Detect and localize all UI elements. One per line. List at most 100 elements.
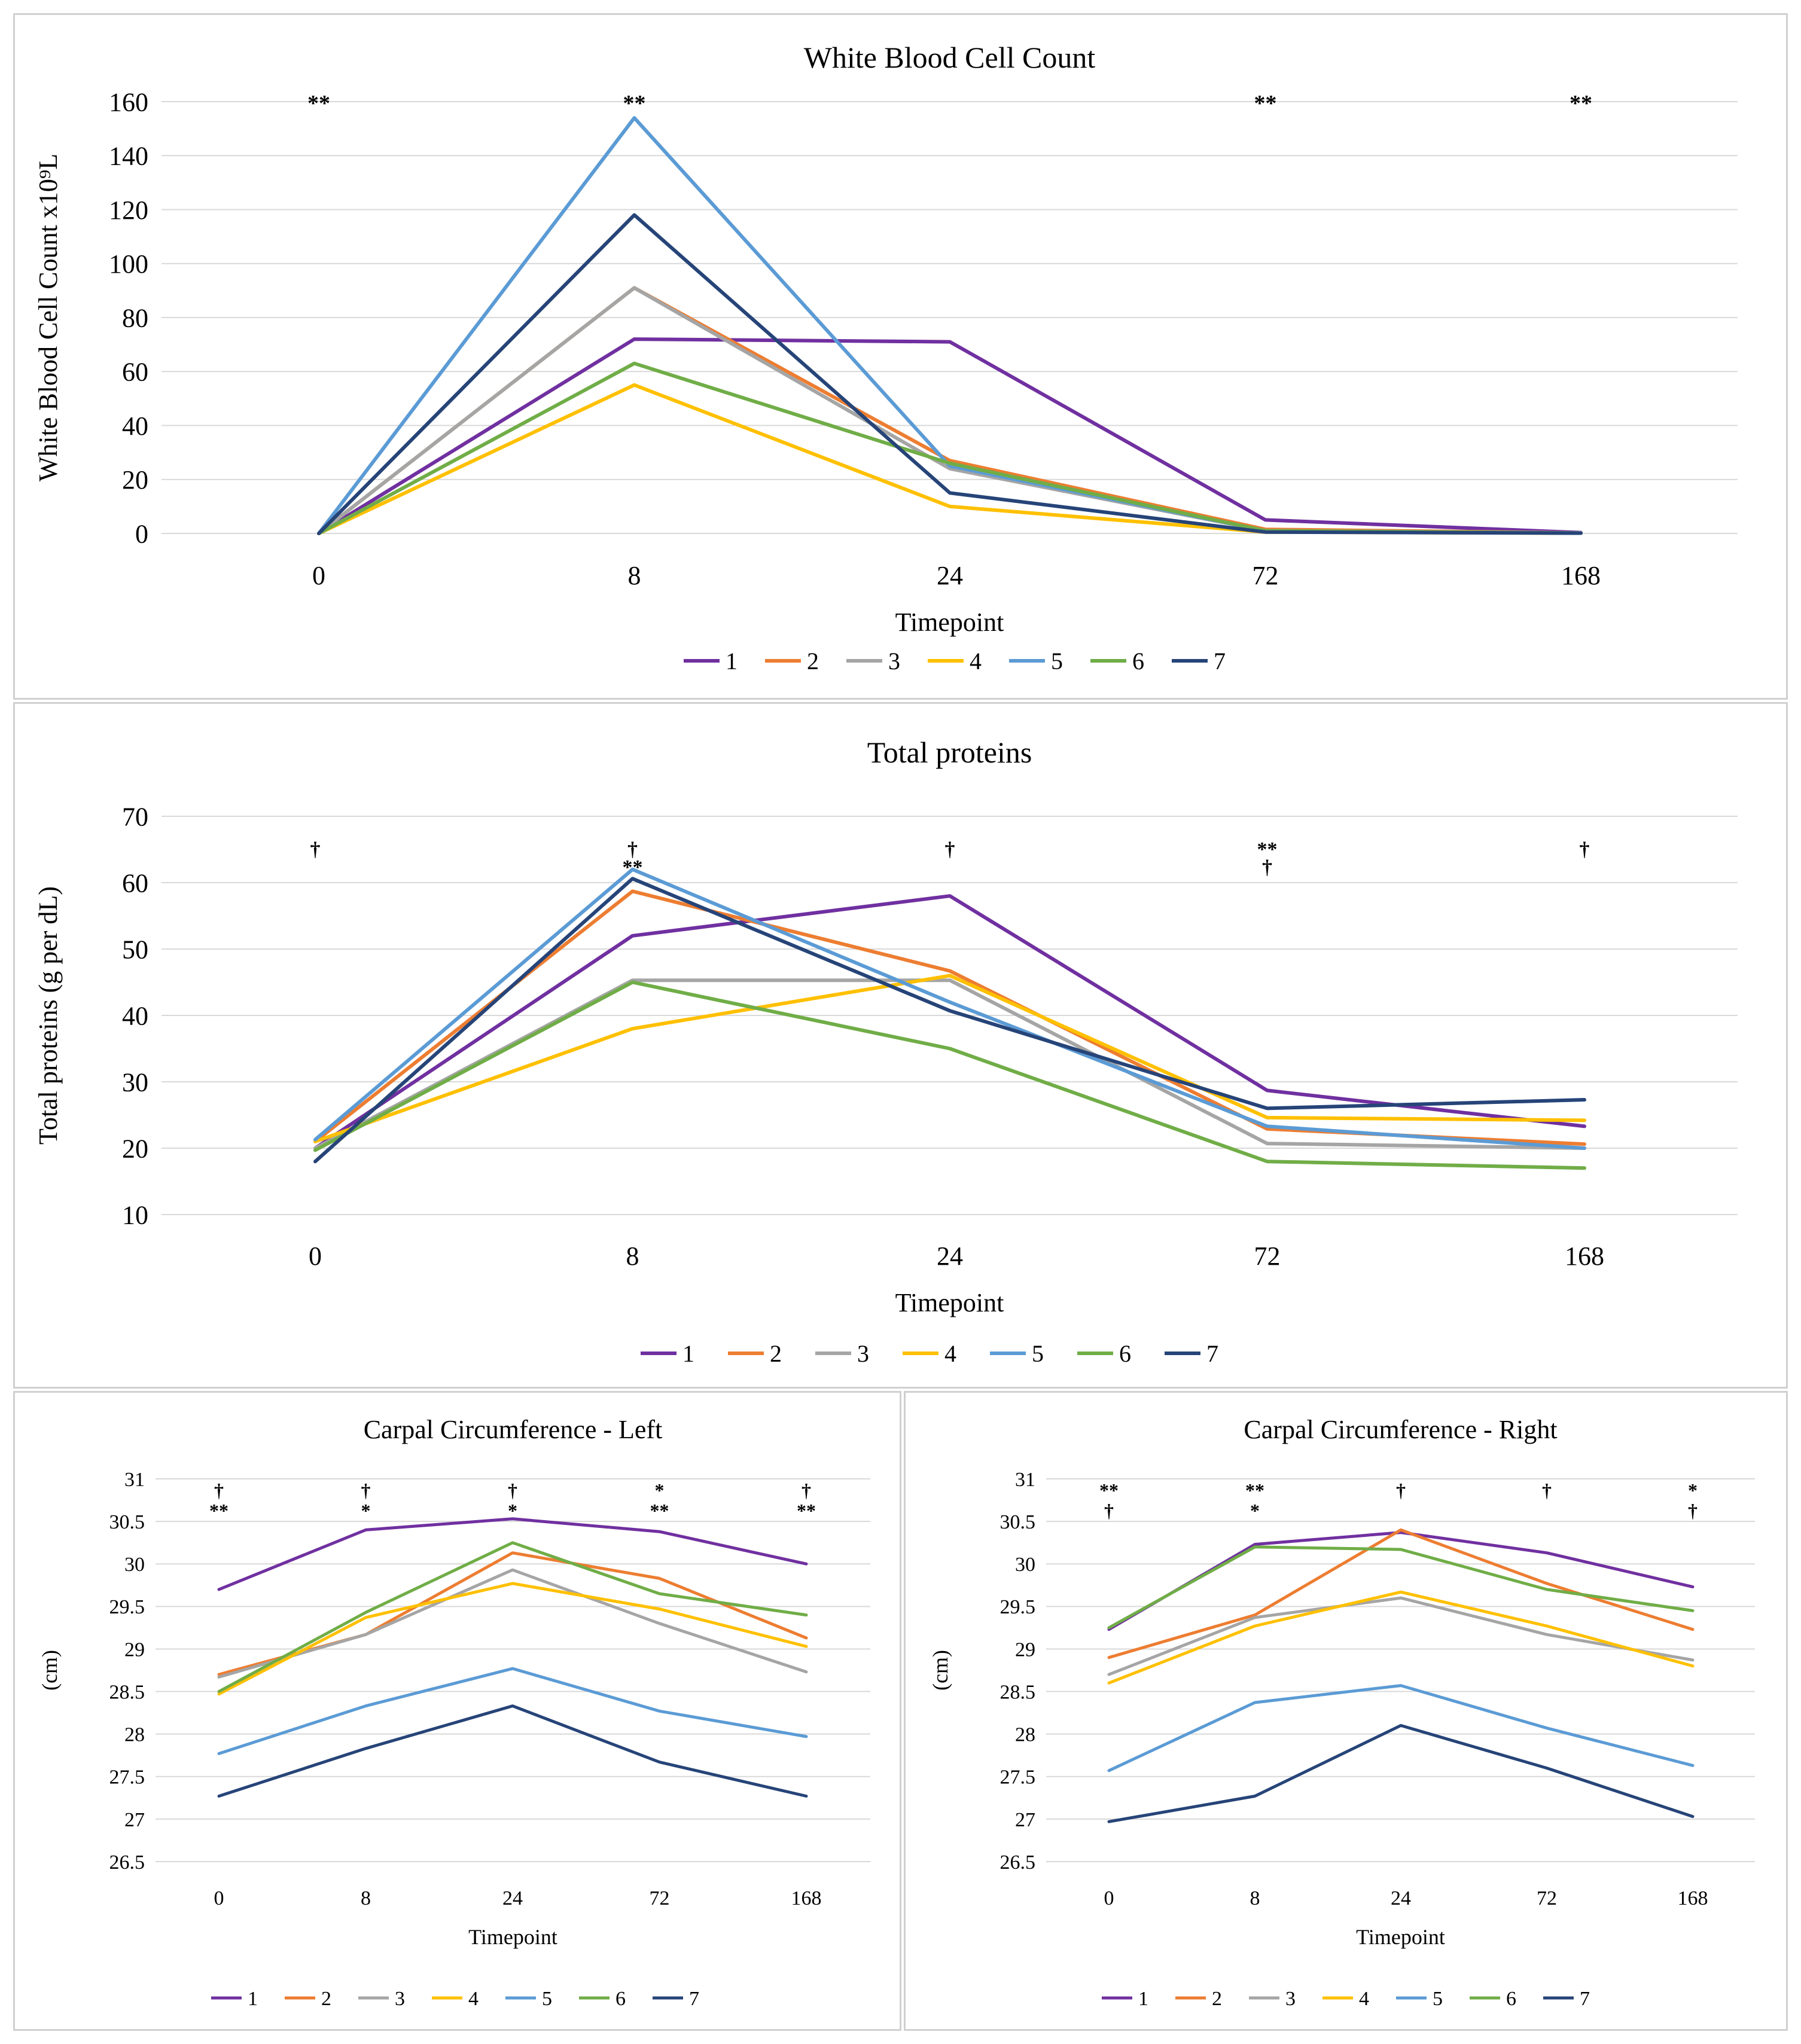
series-line-5 xyxy=(217,1667,808,1755)
significance-mark: ** xyxy=(1245,1479,1264,1501)
y-tick-label: 29.5 xyxy=(1000,1596,1036,1618)
y-tick-label: 27 xyxy=(1015,1809,1035,1831)
y-tick-label: 160 xyxy=(109,87,148,117)
y-axis-label: (cm) xyxy=(38,1650,62,1691)
legend-label-6: 6 xyxy=(1132,648,1144,675)
y-tick-label: 30.5 xyxy=(109,1511,145,1533)
x-tick-label: 0 xyxy=(1104,1887,1114,1909)
series-line-1 xyxy=(217,1517,808,1591)
significance-mark: * xyxy=(508,1500,517,1521)
y-tick-label: 29.5 xyxy=(109,1596,145,1618)
y-tick-label: 31 xyxy=(124,1469,145,1491)
significance-mark: † xyxy=(310,838,321,861)
x-tick-label: 168 xyxy=(1678,1887,1708,1909)
y-tick-label: 28 xyxy=(1015,1724,1035,1746)
series-line-3 xyxy=(217,1568,808,1679)
significance-mark: † xyxy=(1580,838,1590,861)
series-line-5 xyxy=(1107,1684,1695,1773)
x-tick-label: 168 xyxy=(1561,561,1601,590)
y-tick-label: 0 xyxy=(135,519,148,548)
significance-mark: † xyxy=(1542,1479,1552,1501)
series-line-4 xyxy=(313,974,1586,1143)
legend-label-6: 6 xyxy=(1119,1340,1131,1367)
legend-label-4: 4 xyxy=(970,648,982,675)
panel-carpal-right: Carpal Circumference - Right 26.5 27 27.5 28… xyxy=(904,1391,1788,2031)
series-line-3 xyxy=(313,978,1586,1150)
x-tick-label: 8 xyxy=(1250,1887,1260,1909)
legend-label-6: 6 xyxy=(615,1988,626,2010)
x-tick-label: 72 xyxy=(650,1887,670,1909)
x-tick-label: 24 xyxy=(937,1241,963,1271)
legend-label-5: 5 xyxy=(1433,1988,1443,2010)
panel-wbc: White Blood Cell Count 0 20 40 60 80 100 120 140… xyxy=(13,13,1788,700)
x-tick-label: 72 xyxy=(1537,1887,1557,1909)
significance-mark: ** xyxy=(1099,1479,1119,1501)
panel-total-proteins: Total proteins 10 20 30 40 50 60 70 0 8 24 72 168 Tim… xyxy=(13,702,1788,1389)
legend-label-5: 5 xyxy=(1051,648,1063,675)
y-tick-label: 28.5 xyxy=(109,1681,145,1703)
y-tick-label: 29 xyxy=(124,1639,145,1661)
y-tick-label: 30 xyxy=(122,1067,148,1097)
y-tick-label: 26.5 xyxy=(1000,1851,1036,1874)
significance-mark: † xyxy=(1104,1500,1114,1521)
legend-label-1: 1 xyxy=(248,1988,258,2010)
legend-label-3: 3 xyxy=(888,648,900,675)
significance-mark: ** xyxy=(307,91,330,116)
x-tick-label: 8 xyxy=(628,561,641,590)
x-tick-label: 168 xyxy=(1565,1241,1604,1271)
series-line-4 xyxy=(217,1582,808,1696)
y-tick-label: 27 xyxy=(124,1809,145,1831)
y-tick-label: 20 xyxy=(122,1134,148,1163)
x-axis-label: Timepoint xyxy=(895,608,1004,637)
series-line-3 xyxy=(317,286,1583,535)
significance-mark: † xyxy=(1396,1479,1406,1501)
legend-label-6: 6 xyxy=(1506,1988,1516,2010)
legend-label-4: 4 xyxy=(944,1340,956,1367)
significance-mark: † xyxy=(802,1479,811,1501)
x-tick-label: 24 xyxy=(1391,1887,1411,1909)
significance-mark: ** xyxy=(209,1500,228,1521)
y-tick-label: 20 xyxy=(122,465,148,495)
significance-mark: ** xyxy=(623,856,643,878)
y-tick-label: 31 xyxy=(1015,1469,1035,1491)
series-line-7 xyxy=(317,213,1583,535)
significance-mark: † xyxy=(1262,856,1272,878)
series-line-7 xyxy=(1107,1723,1695,1823)
significance-mark: * xyxy=(1250,1500,1260,1521)
chart-title: Total proteins xyxy=(867,736,1032,769)
series-line-7 xyxy=(313,877,1586,1164)
y-tick-label: 70 xyxy=(122,802,148,831)
y-tick-label: 29 xyxy=(1015,1639,1035,1661)
significance-mark: † xyxy=(1688,1500,1698,1521)
y-tick-label: 10 xyxy=(122,1200,148,1230)
y-tick-label: 120 xyxy=(109,196,148,225)
y-tick-label: 80 xyxy=(122,303,148,332)
series-line-6 xyxy=(1107,1545,1695,1630)
y-axis-label: White Blood Cell Count x10⁹L xyxy=(33,154,63,481)
legend-label-1: 1 xyxy=(682,1340,694,1367)
x-tick-label: 24 xyxy=(937,561,963,590)
x-tick-label: 168 xyxy=(791,1887,822,1909)
x-tick-label: 0 xyxy=(312,561,325,590)
x-tick-label: 0 xyxy=(214,1887,224,1909)
x-axis-label: Timepoint xyxy=(1356,1925,1445,1949)
chart-carpal-right: Carpal Circumference - Right26.52727.528… xyxy=(928,1415,1755,2010)
legend-label-2: 2 xyxy=(807,648,819,675)
y-tick-label: 30 xyxy=(1015,1554,1035,1576)
y-tick-label: 60 xyxy=(122,358,148,387)
legend-label-1: 1 xyxy=(726,648,738,675)
series-line-7 xyxy=(217,1704,808,1798)
y-tick-label: 50 xyxy=(122,935,148,964)
chart-title: Carpal Circumference - Left xyxy=(364,1415,663,1444)
y-tick-label: 60 xyxy=(122,868,148,898)
y-tick-label: 28 xyxy=(124,1724,145,1746)
significance-mark: ** xyxy=(1257,838,1278,861)
y-tick-label: 30.5 xyxy=(1000,1511,1036,1533)
legend-label-3: 3 xyxy=(395,1988,405,2010)
series-line-2 xyxy=(1107,1528,1695,1659)
y-tick-label: 27.5 xyxy=(109,1767,145,1789)
significance-mark: * xyxy=(361,1500,371,1521)
legend-label-2: 2 xyxy=(321,1988,331,2010)
significance-mark: † xyxy=(361,1479,371,1501)
series-line-5 xyxy=(317,116,1583,535)
